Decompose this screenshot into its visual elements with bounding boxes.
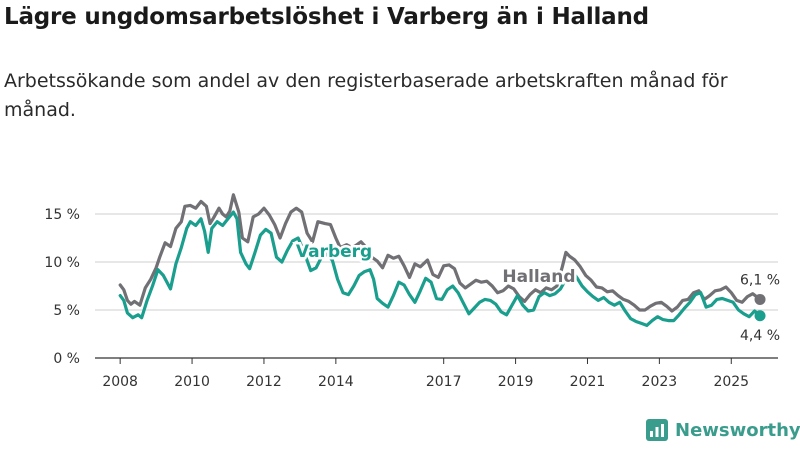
x-tick-label: 2012 [246, 374, 282, 390]
x-tick-label: 2021 [570, 374, 606, 390]
x-tick-label: 2014 [318, 374, 354, 390]
x-tick-label: 2023 [642, 374, 678, 390]
x-axis-ticks: 2008 2010 2012 2014 2017 2019 2021 2023 2025 [102, 358, 749, 390]
end-value-label-varberg: 4,4 % [740, 328, 780, 344]
chart-subtitle: Arbetssökande som andel av den registerb… [4, 70, 728, 121]
newsworthy-logo-icon [646, 419, 668, 441]
series-label-varberg: Varberg [296, 242, 372, 262]
x-tick-label: 2010 [174, 374, 210, 390]
end-value-label-halland: 6,1 % [740, 272, 780, 288]
chart-title: Lägre ungdomsarbetslöshet i Varberg än i… [4, 4, 649, 30]
x-tick-label: 2017 [426, 374, 462, 390]
grid-lines [95, 213, 778, 359]
y-tick-label: 10 % [44, 255, 80, 271]
series-label-halland: Halland [502, 267, 575, 287]
x-tick-label: 2008 [102, 374, 138, 390]
y-tick-label: 15 % [44, 207, 80, 223]
series-line-varberg [118, 210, 762, 327]
newsworthy-brand: Newsworthy [645, 418, 800, 442]
series-endpoint-halland [754, 293, 766, 305]
series-line-halland [118, 193, 762, 313]
y-tick-label: 5 % [53, 303, 80, 319]
y-tick-label: 0 % [53, 351, 80, 367]
series-lines [118, 193, 766, 327]
x-tick-label: 2025 [713, 374, 749, 390]
y-axis-ticks: 0 % 5 % 10 % 15 % [44, 207, 80, 367]
x-tick-label: 2019 [498, 374, 534, 390]
series-labels: Halland Varberg 6,1 % 4,4 % [293, 240, 782, 346]
brand-name: Newsworthy [675, 419, 800, 441]
series-endpoint-varberg [754, 310, 766, 322]
